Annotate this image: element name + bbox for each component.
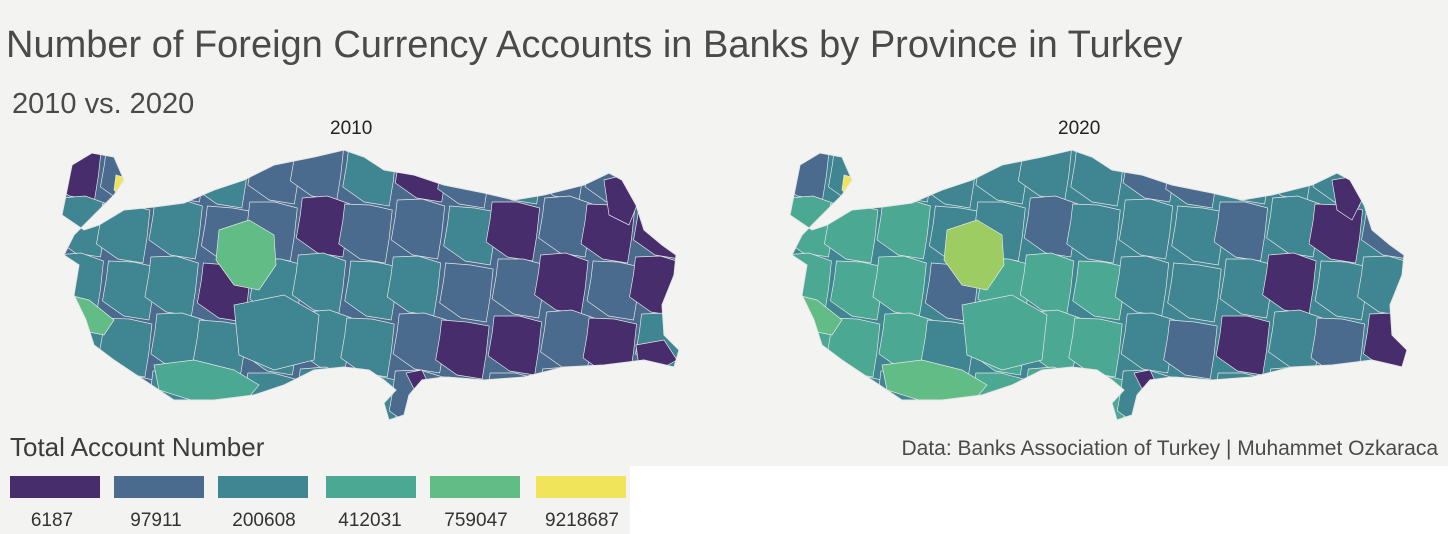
province — [1072, 260, 1127, 321]
province — [295, 195, 351, 258]
province — [1171, 205, 1226, 266]
province — [1365, 150, 1407, 203]
province — [790, 366, 834, 420]
province — [485, 201, 540, 262]
legend-swatch-2 — [114, 476, 204, 498]
province-konya — [233, 294, 320, 371]
province — [338, 203, 393, 264]
province — [880, 150, 935, 203]
province — [1359, 369, 1407, 420]
province — [439, 262, 494, 323]
province — [390, 198, 446, 260]
province — [1066, 203, 1121, 264]
map-2010 — [61, 149, 680, 421]
legend-swatch-1 — [10, 476, 100, 498]
province — [830, 260, 885, 321]
source-caption: Data: Banks Association of Turkey | Muha… — [901, 437, 1438, 460]
province — [586, 260, 641, 321]
panel-label-2010: 2010 — [330, 118, 373, 139]
province — [832, 374, 887, 420]
province — [538, 195, 593, 258]
province — [1219, 258, 1274, 319]
province — [1023, 195, 1079, 258]
province — [637, 150, 679, 203]
province — [102, 260, 157, 321]
province-ankara — [215, 219, 277, 291]
province — [1213, 201, 1268, 262]
province-konya — [961, 294, 1048, 371]
province — [582, 317, 637, 378]
province — [1217, 150, 1272, 205]
province — [536, 366, 591, 420]
province — [1163, 319, 1218, 380]
chart-title: Number of Foreign Currency Accounts in B… — [6, 24, 1183, 66]
province — [532, 150, 587, 201]
legend-title: Total Account Number — [10, 432, 265, 462]
province-ankara — [943, 219, 1005, 291]
legend-label-5: 759047 — [444, 510, 508, 531]
province-istanbul — [113, 174, 160, 208]
legend-label-4: 412031 — [338, 510, 402, 531]
province — [489, 150, 544, 205]
province-istanbul — [841, 174, 888, 208]
province — [340, 317, 395, 378]
legend-label-3: 200608 — [232, 510, 296, 531]
legend-swatch-6 — [536, 476, 626, 498]
province — [152, 150, 207, 203]
province — [631, 369, 679, 420]
province — [1118, 198, 1174, 260]
province — [62, 366, 106, 420]
province — [1167, 262, 1222, 323]
province-antalya — [153, 359, 260, 404]
province — [1264, 366, 1319, 420]
legend-label-2: 97911 — [130, 510, 182, 531]
chart-subtitle: 2010 vs. 2020 — [12, 88, 195, 120]
province — [1068, 317, 1123, 378]
legend-label-6: 9218687 — [545, 510, 619, 531]
province — [1314, 260, 1369, 321]
province — [588, 374, 643, 420]
province — [483, 372, 538, 420]
legend-label-1: 6187 — [30, 510, 74, 531]
province — [435, 319, 490, 380]
province — [104, 374, 159, 420]
province — [1266, 195, 1321, 258]
province — [1169, 376, 1224, 420]
province — [344, 260, 399, 321]
province — [443, 205, 498, 266]
province — [491, 258, 546, 319]
legend-swatch-4 — [326, 476, 416, 498]
province — [1211, 372, 1266, 420]
map-2020 — [789, 149, 1408, 421]
panel-label-2020: 2020 — [1058, 118, 1101, 139]
province — [392, 312, 448, 374]
legend-swatch-3 — [218, 476, 308, 498]
province — [1316, 374, 1371, 420]
province-antalya — [881, 359, 988, 404]
province — [441, 376, 496, 420]
province — [1260, 150, 1315, 201]
legend-swatch-5 — [430, 476, 520, 498]
province — [1120, 312, 1176, 374]
legend-background — [0, 466, 630, 534]
province — [1310, 317, 1365, 378]
